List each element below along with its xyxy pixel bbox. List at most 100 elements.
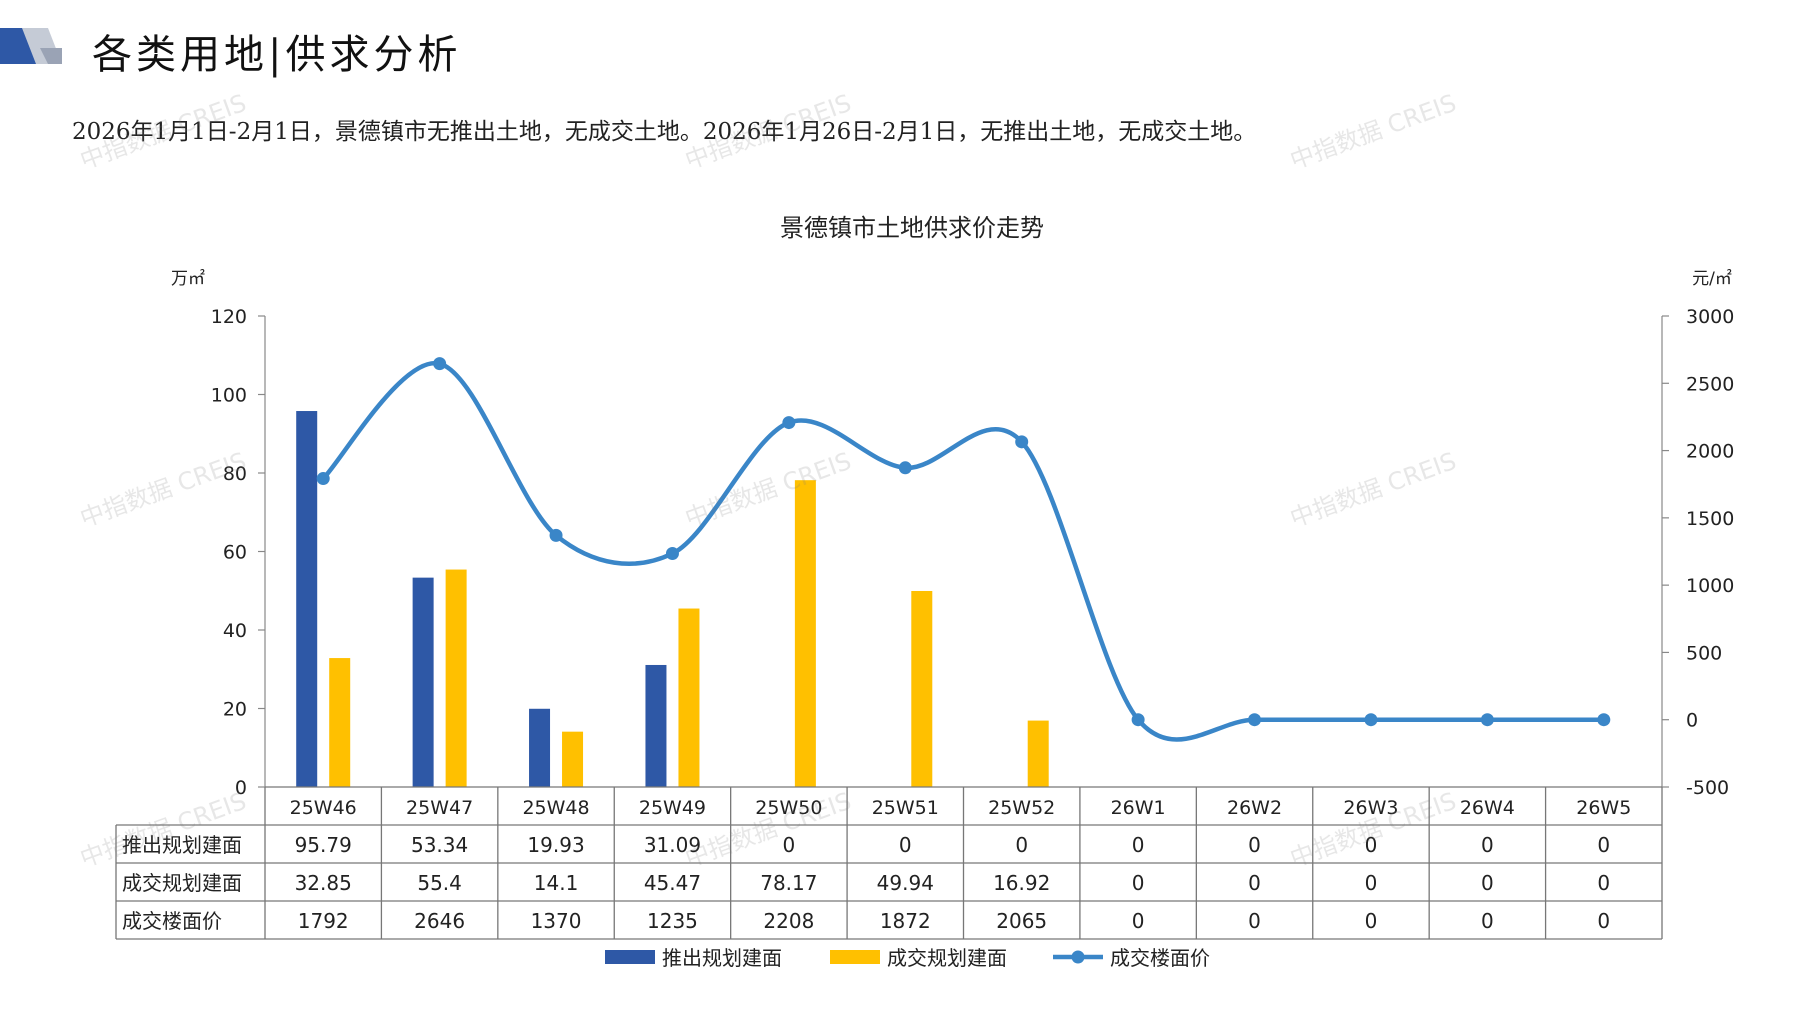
table-cell: 1792	[298, 909, 349, 933]
bar-deal-25W50	[794, 480, 816, 787]
table-cell: 1370	[531, 909, 582, 933]
table-cell: 55.4	[417, 871, 462, 895]
y-right-tick-label: 2000	[1686, 441, 1734, 463]
table-cell: 0	[1481, 871, 1494, 895]
y-right-tick-label: 1000	[1686, 575, 1734, 597]
y-right-tick-label: -500	[1686, 777, 1729, 799]
point-price-25W49	[665, 547, 679, 561]
table-cell: 95.79	[295, 833, 352, 857]
table-cell: 0	[783, 833, 796, 857]
table-cell: 0	[1597, 909, 1610, 933]
y-left-tick-label: 100	[211, 385, 247, 407]
bar-deal-25W48	[562, 731, 584, 787]
y-left-tick-label: 60	[223, 542, 247, 564]
y-left-tick-label: 0	[235, 777, 247, 799]
point-price-25W46	[316, 472, 330, 486]
x-tick-label: 25W47	[406, 797, 473, 819]
y-left-tick-label: 120	[211, 306, 247, 328]
point-price-25W48	[549, 528, 563, 542]
table-cell: 53.34	[411, 833, 468, 857]
point-price-25W52	[1015, 435, 1029, 449]
legend-swatch-deal	[830, 950, 880, 964]
bar-supply-25W49	[645, 664, 667, 787]
bar-supply-25W46	[296, 411, 318, 787]
bar-supply-25W47	[412, 577, 434, 787]
y-right-tick-label: 0	[1686, 710, 1698, 732]
bar-deal-25W46	[329, 658, 351, 787]
table-cell: 0	[1481, 909, 1494, 933]
table-cell: 0	[1597, 871, 1610, 895]
x-tick-label: 25W48	[522, 797, 589, 819]
y-left-tick-label: 40	[223, 620, 247, 642]
point-price-25W50	[782, 416, 796, 430]
table-cell: 0	[1481, 833, 1494, 857]
table-cell: 0	[1248, 833, 1261, 857]
bar-deal-25W47	[445, 569, 467, 787]
table-cell: 0	[1248, 871, 1261, 895]
point-price-26W3	[1364, 713, 1378, 727]
table-cell: 16.92	[993, 871, 1050, 895]
y-left-unit: 万㎡	[171, 269, 205, 289]
legend-label-price: 成交楼面价	[1110, 946, 1210, 970]
x-tick-label: 26W3	[1343, 797, 1398, 819]
point-price-26W4	[1480, 713, 1494, 727]
x-tick-label: 26W1	[1111, 797, 1166, 819]
x-tick-label: 26W2	[1227, 797, 1282, 819]
table-cell: 14.1	[534, 871, 579, 895]
table-cell: 0	[1597, 833, 1610, 857]
table-cell: 0	[1132, 833, 1145, 857]
table-cell: 0	[899, 833, 912, 857]
bar-supply-25W48	[529, 708, 551, 787]
table-row-label: 成交楼面价	[122, 909, 222, 933]
table-cell: 31.09	[644, 833, 701, 857]
x-tick-label: 25W49	[639, 797, 706, 819]
table-cell: 0	[1365, 871, 1378, 895]
x-tick-label: 25W46	[290, 797, 357, 819]
table-cell: 49.94	[877, 871, 934, 895]
point-price-26W1	[1131, 713, 1145, 727]
legend-label-deal: 成交规划建面	[887, 946, 1007, 970]
y-right-tick-label: 2500	[1686, 373, 1734, 395]
point-price-25W47	[433, 357, 447, 371]
table-cell: 78.17	[760, 871, 817, 895]
line-price	[321, 361, 1604, 742]
bar-deal-25W49	[678, 608, 700, 787]
legend-marker-price	[1071, 950, 1085, 964]
y-right-unit: 元/㎡	[1692, 269, 1732, 289]
y-right-tick-label: 1500	[1686, 508, 1734, 530]
table-cell: 2208	[763, 909, 814, 933]
x-tick-label: 26W4	[1460, 797, 1515, 819]
legend-label-supply: 推出规划建面	[662, 946, 782, 970]
table-cell: 1235	[647, 909, 698, 933]
table-cell: 0	[1015, 833, 1028, 857]
table-cell: 0	[1132, 871, 1145, 895]
summary-text: 2026年1月1日-2月1日，景德镇市无推出土地，无成交土地。2026年1月26…	[72, 119, 1257, 145]
y-right-tick-label: 3000	[1686, 306, 1734, 328]
table-cell: 0	[1365, 909, 1378, 933]
y-left-tick-label: 20	[223, 699, 247, 721]
page-header: 各类用地|供求分析	[0, 0, 1797, 100]
table-cell: 0	[1248, 909, 1261, 933]
table-cell: 32.85	[295, 871, 352, 895]
point-price-25W51	[898, 461, 912, 475]
table-cell: 45.47	[644, 871, 701, 895]
page-title: 各类用地|供求分析	[92, 32, 462, 78]
chart-title: 景德镇市土地供求价走势	[780, 214, 1044, 242]
x-tick-label: 25W52	[988, 797, 1055, 819]
bar-deal-25W52	[1027, 720, 1049, 787]
table-row-label: 推出规划建面	[122, 833, 242, 857]
table-row-label: 成交规划建面	[122, 871, 242, 895]
table-cell: 1872	[880, 909, 931, 933]
x-tick-label: 26W5	[1576, 797, 1631, 819]
logo-mark	[0, 28, 62, 64]
x-tick-label: 25W51	[872, 797, 939, 819]
table-cell: 2646	[414, 909, 465, 933]
table-cell: 19.93	[527, 833, 584, 857]
bar-deal-25W51	[911, 590, 933, 787]
y-right-tick-label: 500	[1686, 642, 1722, 664]
table-cell: 0	[1132, 909, 1145, 933]
point-price-26W5	[1597, 713, 1611, 727]
legend-swatch-supply	[605, 950, 655, 964]
x-tick-label: 25W50	[755, 797, 822, 819]
